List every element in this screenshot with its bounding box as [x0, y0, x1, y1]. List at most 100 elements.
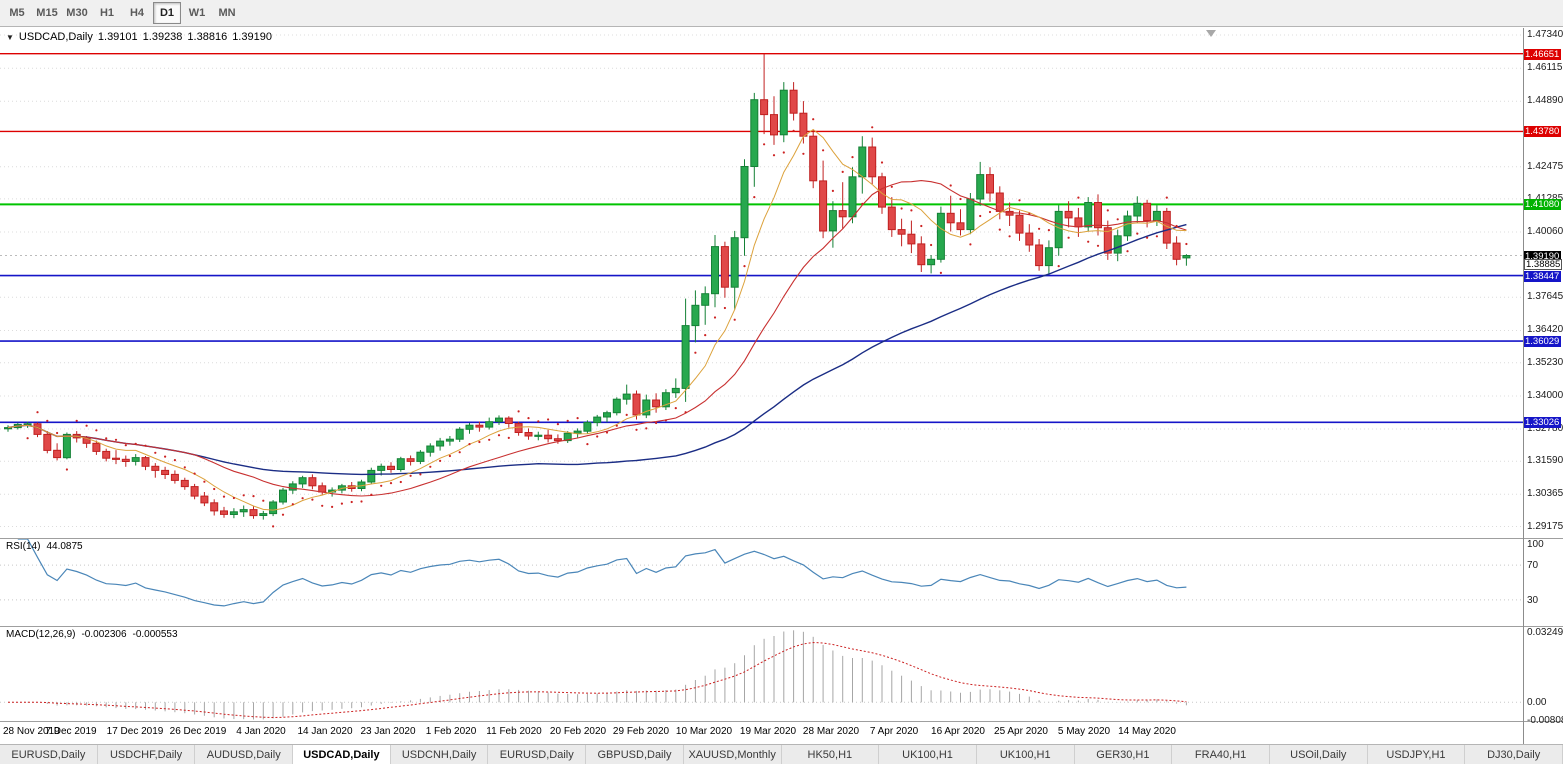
price-axis-border [1523, 28, 1524, 745]
timeframe-button-mn[interactable]: MN [218, 7, 236, 19]
rsi-value: 44.0875 [46, 541, 83, 552]
rsi-line [17, 539, 1187, 607]
symbol-tab-eurusd-daily[interactable]: EURUSD,Daily [488, 745, 587, 764]
price-axis-tick: 1.37645 [1527, 291, 1563, 302]
panel-separator [0, 721, 1563, 722]
macd-axis-tick: 0.032493 [1527, 627, 1563, 638]
macd-name: MACD(12,26,9) [6, 629, 76, 640]
symbol-tab-usdcad-daily[interactable]: USDCAD,Daily [293, 745, 391, 764]
symbol-tab-bar: EURUSD,Daily USDCHF,Daily AUDUSD,Daily USDC… [0, 744, 1563, 764]
price-axis-tick: 1.40060 [1527, 226, 1563, 237]
symbol-tab-dj30-daily[interactable]: DJ30,Daily [1465, 745, 1563, 764]
date-axis-label: 20 Feb 2020 [549, 726, 607, 737]
date-axis-label: 1 Feb 2020 [425, 726, 477, 737]
symbol-tab-xauusd-monthly[interactable]: XAUUSD,Monthly [684, 745, 782, 764]
macd-signal-value: -0.000553 [132, 629, 178, 640]
date-axis-label: 7 Dec 2019 [45, 726, 97, 737]
date-axis-label: 23 Jan 2020 [360, 726, 416, 737]
price-tag: 1.38885 [1524, 259, 1563, 270]
panel-separator[interactable] [0, 626, 1563, 627]
date-axis[interactable]: 28 Nov 2019 7 Dec 2019 17 Dec 2019 26 Dec 2… [0, 722, 1523, 745]
chart-shift-marker-icon[interactable] [1206, 30, 1216, 37]
date-axis-label: 7 Apr 2020 [869, 726, 919, 737]
price-axis-tick: 1.42475 [1527, 161, 1563, 172]
chart-header: ▼ USDCAD,Daily 1.39101 1.39238 1.38816 1… [6, 31, 272, 43]
price-tag: 1.36029 [1524, 336, 1561, 347]
horizontal-level-lines[interactable] [0, 53, 1523, 424]
symbol-tab-uk100-h1[interactable]: UK100,H1 [879, 745, 977, 764]
date-axis-label: 28 Nov 2019 [3, 726, 60, 737]
date-axis-label: 19 Mar 2020 [739, 726, 797, 737]
symbol-tab-eurusd-daily[interactable]: EURUSD,Daily [0, 745, 98, 764]
macd-panel-canvas[interactable] [0, 627, 1523, 721]
symbol-tab-hk50-h1[interactable]: HK50,H1 [782, 745, 880, 764]
date-axis-label: 10 Mar 2020 [675, 726, 733, 737]
price-tag: 1.41080 [1524, 199, 1561, 210]
price-tag: 1.38447 [1524, 271, 1561, 282]
price-tag: 1.33026 [1524, 417, 1561, 428]
symbol-tab-usdcnh-daily[interactable]: USDCNH,Daily [391, 745, 489, 764]
macd-axis-tick: 0.00 [1527, 697, 1547, 708]
macd-histogram [17, 630, 1187, 720]
symbol-tab-usdchf-daily[interactable]: USDCHF,Daily [98, 745, 196, 764]
price-tag: 1.43780 [1524, 126, 1561, 137]
rsi-name: RSI(14) [6, 541, 41, 552]
date-axis-label: 16 Apr 2020 [931, 726, 985, 737]
candles-series [4, 53, 1191, 520]
ma-slow-line [7, 223, 1187, 476]
date-axis-label: 14 May 2020 [1118, 726, 1176, 737]
price-axis-tick: 1.47340 [1527, 29, 1563, 40]
price-axis[interactable]: 1.47340 1.46115 1.44890 1.42475 1.41285 1.400… [1524, 28, 1563, 745]
timeframe-button-w1[interactable]: W1 [188, 7, 206, 19]
macd-label: MACD(12,26,9) -0.002306 -0.000553 [6, 629, 178, 640]
price-axis-tick: 1.29175 [1527, 521, 1563, 532]
symbol-dropdown-icon[interactable]: ▼ [6, 32, 14, 42]
date-axis-label: 25 Apr 2020 [994, 726, 1048, 737]
macd-signal-line [7, 641, 1187, 719]
symbol-tab-ger30-h1[interactable]: GER30,H1 [1075, 745, 1173, 764]
symbol-tab-gbpusd-daily[interactable]: GBPUSD,Daily [586, 745, 684, 764]
timeframe-toolbar: M5 M15 M30 H1 H4 D1 W1 MN [0, 0, 1563, 27]
main-chart-canvas[interactable] [0, 28, 1523, 538]
timeframe-button-m5[interactable]: M5 [9, 7, 25, 19]
date-axis-label: 11 Feb 2020 [486, 726, 542, 737]
timeframe-button-m30[interactable]: M30 [66, 7, 88, 19]
price-axis-tick: 1.30365 [1527, 488, 1563, 499]
parabolic-sar-dots [26, 118, 1188, 528]
price-axis-tick: 1.31590 [1527, 455, 1563, 466]
macd-axis-tick: -0.00808 [1527, 715, 1563, 726]
date-axis-label: 14 Jan 2020 [297, 726, 353, 737]
macd-main-value: -0.002306 [81, 629, 127, 640]
price-axis-tick: 1.46115 [1527, 62, 1563, 73]
price-axis-tick: 1.36420 [1527, 324, 1563, 335]
rsi-axis-tick: 100 [1527, 539, 1544, 550]
ohlc-low: 1.38816 [187, 31, 228, 43]
timeframe-button-d1[interactable]: D1 [153, 2, 181, 24]
date-axis-label: 28 Mar 2020 [802, 726, 860, 737]
timeframe-button-h1[interactable]: H1 [99, 7, 115, 19]
symbol-tab-audusd-daily[interactable]: AUDUSD,Daily [195, 745, 294, 764]
rsi-axis-tick: 30 [1527, 595, 1539, 606]
price-axis-tick: 1.44890 [1527, 95, 1563, 106]
price-axis-tick: 1.41285 [1527, 194, 1563, 204]
date-axis-label: 29 Feb 2020 [612, 726, 670, 737]
price-axis-tick: 1.34000 [1527, 390, 1563, 401]
ma-fast-line [7, 128, 1187, 511]
timeframe-button-m15[interactable]: M15 [36, 7, 58, 19]
symbol-tab-usoil-daily[interactable]: USOil,Daily [1270, 745, 1368, 764]
date-axis-label: 4 Jan 2020 [236, 726, 286, 737]
rsi-panel-canvas[interactable] [0, 539, 1523, 626]
price-axis-tick: 1.32780 [1527, 423, 1563, 434]
symbol-tab-usdjpy-h1[interactable]: USDJPY,H1 [1368, 745, 1466, 764]
date-axis-label: 17 Dec 2019 [106, 726, 164, 737]
symbol-tab-uk100-h1[interactable]: UK100,H1 [977, 745, 1075, 764]
price-tag: 1.39190 [1524, 251, 1561, 262]
rsi-label: RSI(14) 44.0875 [6, 541, 83, 552]
timeframe-button-h4[interactable]: H4 [129, 7, 145, 19]
price-tag: 1.46651 [1524, 49, 1561, 60]
ohlc-close: 1.39190 [232, 31, 272, 43]
ohlc-high: 1.39238 [142, 31, 183, 43]
date-axis-label: 26 Dec 2019 [169, 726, 227, 737]
symbol-tab-fra40-h1[interactable]: FRA40,H1 [1172, 745, 1270, 764]
panel-separator[interactable] [0, 538, 1563, 539]
